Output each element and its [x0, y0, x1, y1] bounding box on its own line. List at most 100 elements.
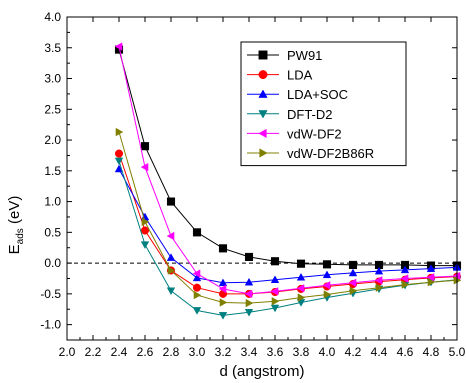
data-point	[140, 241, 150, 249]
data-point	[193, 290, 202, 300]
data-point	[115, 127, 124, 137]
data-point	[218, 278, 228, 287]
y-tick-label: 4.0	[44, 10, 61, 24]
data-point	[426, 273, 435, 282]
legend-label: PW91	[287, 48, 322, 63]
x-tick-label: 2.4	[111, 345, 128, 359]
legend-box	[240, 41, 407, 167]
data-point	[400, 265, 410, 274]
x-tick-label: 5.0	[449, 345, 466, 359]
y-tick-label: 1.0	[44, 195, 61, 209]
data-point	[270, 257, 280, 266]
x-tick-label: 3.8	[293, 345, 310, 359]
data-point	[426, 264, 436, 272]
legend-marker	[258, 50, 268, 60]
x-axis-title: d (angstrom)	[219, 363, 304, 380]
data-point	[114, 149, 124, 158]
x-tick-label: 2.8	[163, 345, 180, 359]
x-tick-label: 4.4	[371, 345, 388, 359]
legend-entry: vdW-DF2B86R	[247, 146, 374, 161]
series-vdw-df2	[114, 42, 461, 299]
y-tick-label: 3.0	[44, 72, 61, 86]
x-tick-label: 2.6	[137, 345, 154, 359]
data-point	[374, 276, 383, 285]
series-dft-d2	[114, 157, 462, 320]
series-line	[118, 160, 458, 316]
data-point	[271, 297, 280, 306]
legend-marker	[258, 128, 267, 139]
data-point	[375, 283, 384, 292]
data-point	[400, 274, 409, 283]
y-tick-label: -1.0	[40, 318, 61, 332]
data-point	[297, 293, 306, 302]
legend-marker	[258, 110, 268, 119]
data-series	[114, 42, 462, 320]
data-point	[270, 304, 280, 313]
legend-entry: vdW-DF2	[247, 126, 342, 141]
data-point	[244, 252, 254, 261]
y-tick-label: 0.5	[44, 225, 61, 239]
data-point	[322, 270, 332, 279]
legend: PW91 LDA LDA+SOC DFT-D2 vdW-DF2 vdW-DF2B86R	[240, 41, 407, 167]
data-point	[401, 280, 410, 289]
legend-marker	[258, 70, 268, 80]
x-tick-label: 4.0	[319, 345, 336, 359]
legend-label: LDA	[287, 68, 313, 83]
legend-entry: DFT-D2	[247, 107, 333, 122]
data-point	[374, 266, 384, 275]
data-point	[192, 273, 202, 282]
series-lda	[114, 149, 462, 298]
data-point	[166, 253, 176, 261]
y-axis-title-main: E	[6, 244, 23, 254]
x-tick-label: 4.2	[345, 345, 362, 359]
data-point	[270, 275, 280, 283]
legend-label: vdW-DF2B86R	[287, 146, 374, 161]
data-point	[166, 287, 176, 296]
y-tick-label: 2.0	[44, 133, 61, 147]
data-point	[192, 283, 202, 292]
data-point	[218, 312, 228, 320]
x-tick-label: 2.2	[85, 345, 102, 359]
data-point	[244, 309, 254, 317]
series-line	[118, 46, 458, 295]
legend-label: vdW-DF2	[287, 126, 342, 141]
data-point	[322, 281, 331, 290]
data-point	[140, 142, 150, 151]
data-point	[322, 260, 332, 269]
data-point	[167, 266, 176, 275]
y-tick-label: 0.0	[44, 256, 61, 270]
data-point	[114, 42, 123, 51]
data-point	[141, 217, 150, 227]
data-point	[348, 260, 358, 269]
y-axis-title-subscript: ads	[15, 228, 26, 244]
y-axis-title-unit: (eV)	[6, 196, 23, 229]
data-point	[218, 244, 228, 253]
data-point	[270, 287, 279, 296]
legend-label: DFT-D2	[287, 107, 333, 122]
data-point	[192, 307, 202, 315]
data-point	[114, 157, 124, 166]
x-tick-label: 3.4	[241, 345, 258, 359]
data-point	[427, 277, 436, 287]
series-line	[118, 153, 458, 295]
x-tick-label: 3.0	[189, 345, 206, 359]
legend-entry: LDA+SOC	[247, 87, 348, 102]
data-point	[348, 278, 357, 288]
data-point	[349, 286, 358, 296]
y-axis-title: Eads (eV)	[6, 196, 26, 255]
data-point	[296, 259, 306, 268]
data-point	[296, 284, 305, 293]
series-line	[118, 131, 458, 304]
y-tick-label: 3.5	[44, 41, 61, 55]
series-line	[118, 168, 458, 284]
x-tick-label: 2.0	[59, 345, 76, 359]
x-tick-label: 3.6	[267, 345, 284, 359]
data-point	[348, 268, 358, 277]
data-point	[140, 226, 150, 235]
x-tick-label: 3.2	[215, 345, 232, 359]
legend-entry: PW91	[247, 48, 322, 63]
legend-entry: LDA	[247, 68, 313, 83]
legend-marker	[259, 148, 268, 158]
data-point	[244, 277, 254, 286]
